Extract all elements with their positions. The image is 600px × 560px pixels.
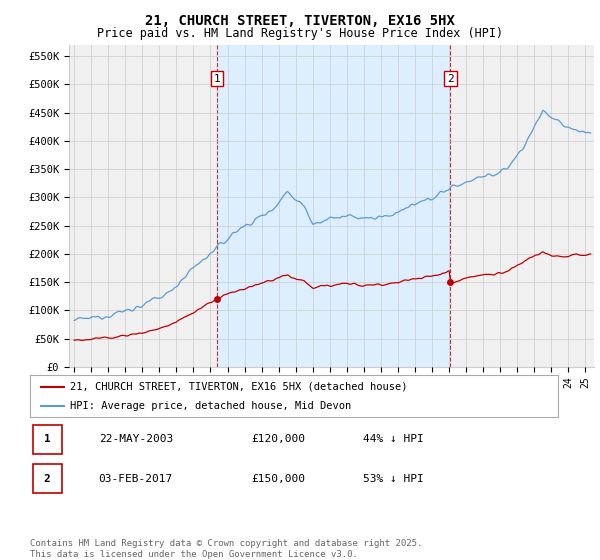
Text: 2: 2 [447, 74, 454, 83]
Text: 53% ↓ HPI: 53% ↓ HPI [362, 474, 424, 483]
Text: 03-FEB-2017: 03-FEB-2017 [98, 474, 173, 483]
Text: 2: 2 [44, 474, 50, 483]
Text: 21, CHURCH STREET, TIVERTON, EX16 5HX (detached house): 21, CHURCH STREET, TIVERTON, EX16 5HX (d… [70, 381, 407, 391]
Text: HPI: Average price, detached house, Mid Devon: HPI: Average price, detached house, Mid … [70, 401, 351, 411]
Bar [217, 45, 451, 367]
Text: 1: 1 [214, 74, 220, 83]
Text: 44% ↓ HPI: 44% ↓ HPI [362, 435, 424, 444]
FancyBboxPatch shape [32, 464, 62, 493]
Text: 22-MAY-2003: 22-MAY-2003 [98, 435, 173, 444]
FancyBboxPatch shape [32, 424, 62, 454]
Text: 21, CHURCH STREET, TIVERTON, EX16 5HX: 21, CHURCH STREET, TIVERTON, EX16 5HX [145, 14, 455, 28]
Text: Price paid vs. HM Land Registry's House Price Index (HPI): Price paid vs. HM Land Registry's House … [97, 27, 503, 40]
Text: Contains HM Land Registry data © Crown copyright and database right 2025.
This d: Contains HM Land Registry data © Crown c… [30, 539, 422, 559]
Text: £120,000: £120,000 [252, 435, 306, 444]
Text: 1: 1 [44, 435, 50, 444]
Text: £150,000: £150,000 [252, 474, 306, 483]
